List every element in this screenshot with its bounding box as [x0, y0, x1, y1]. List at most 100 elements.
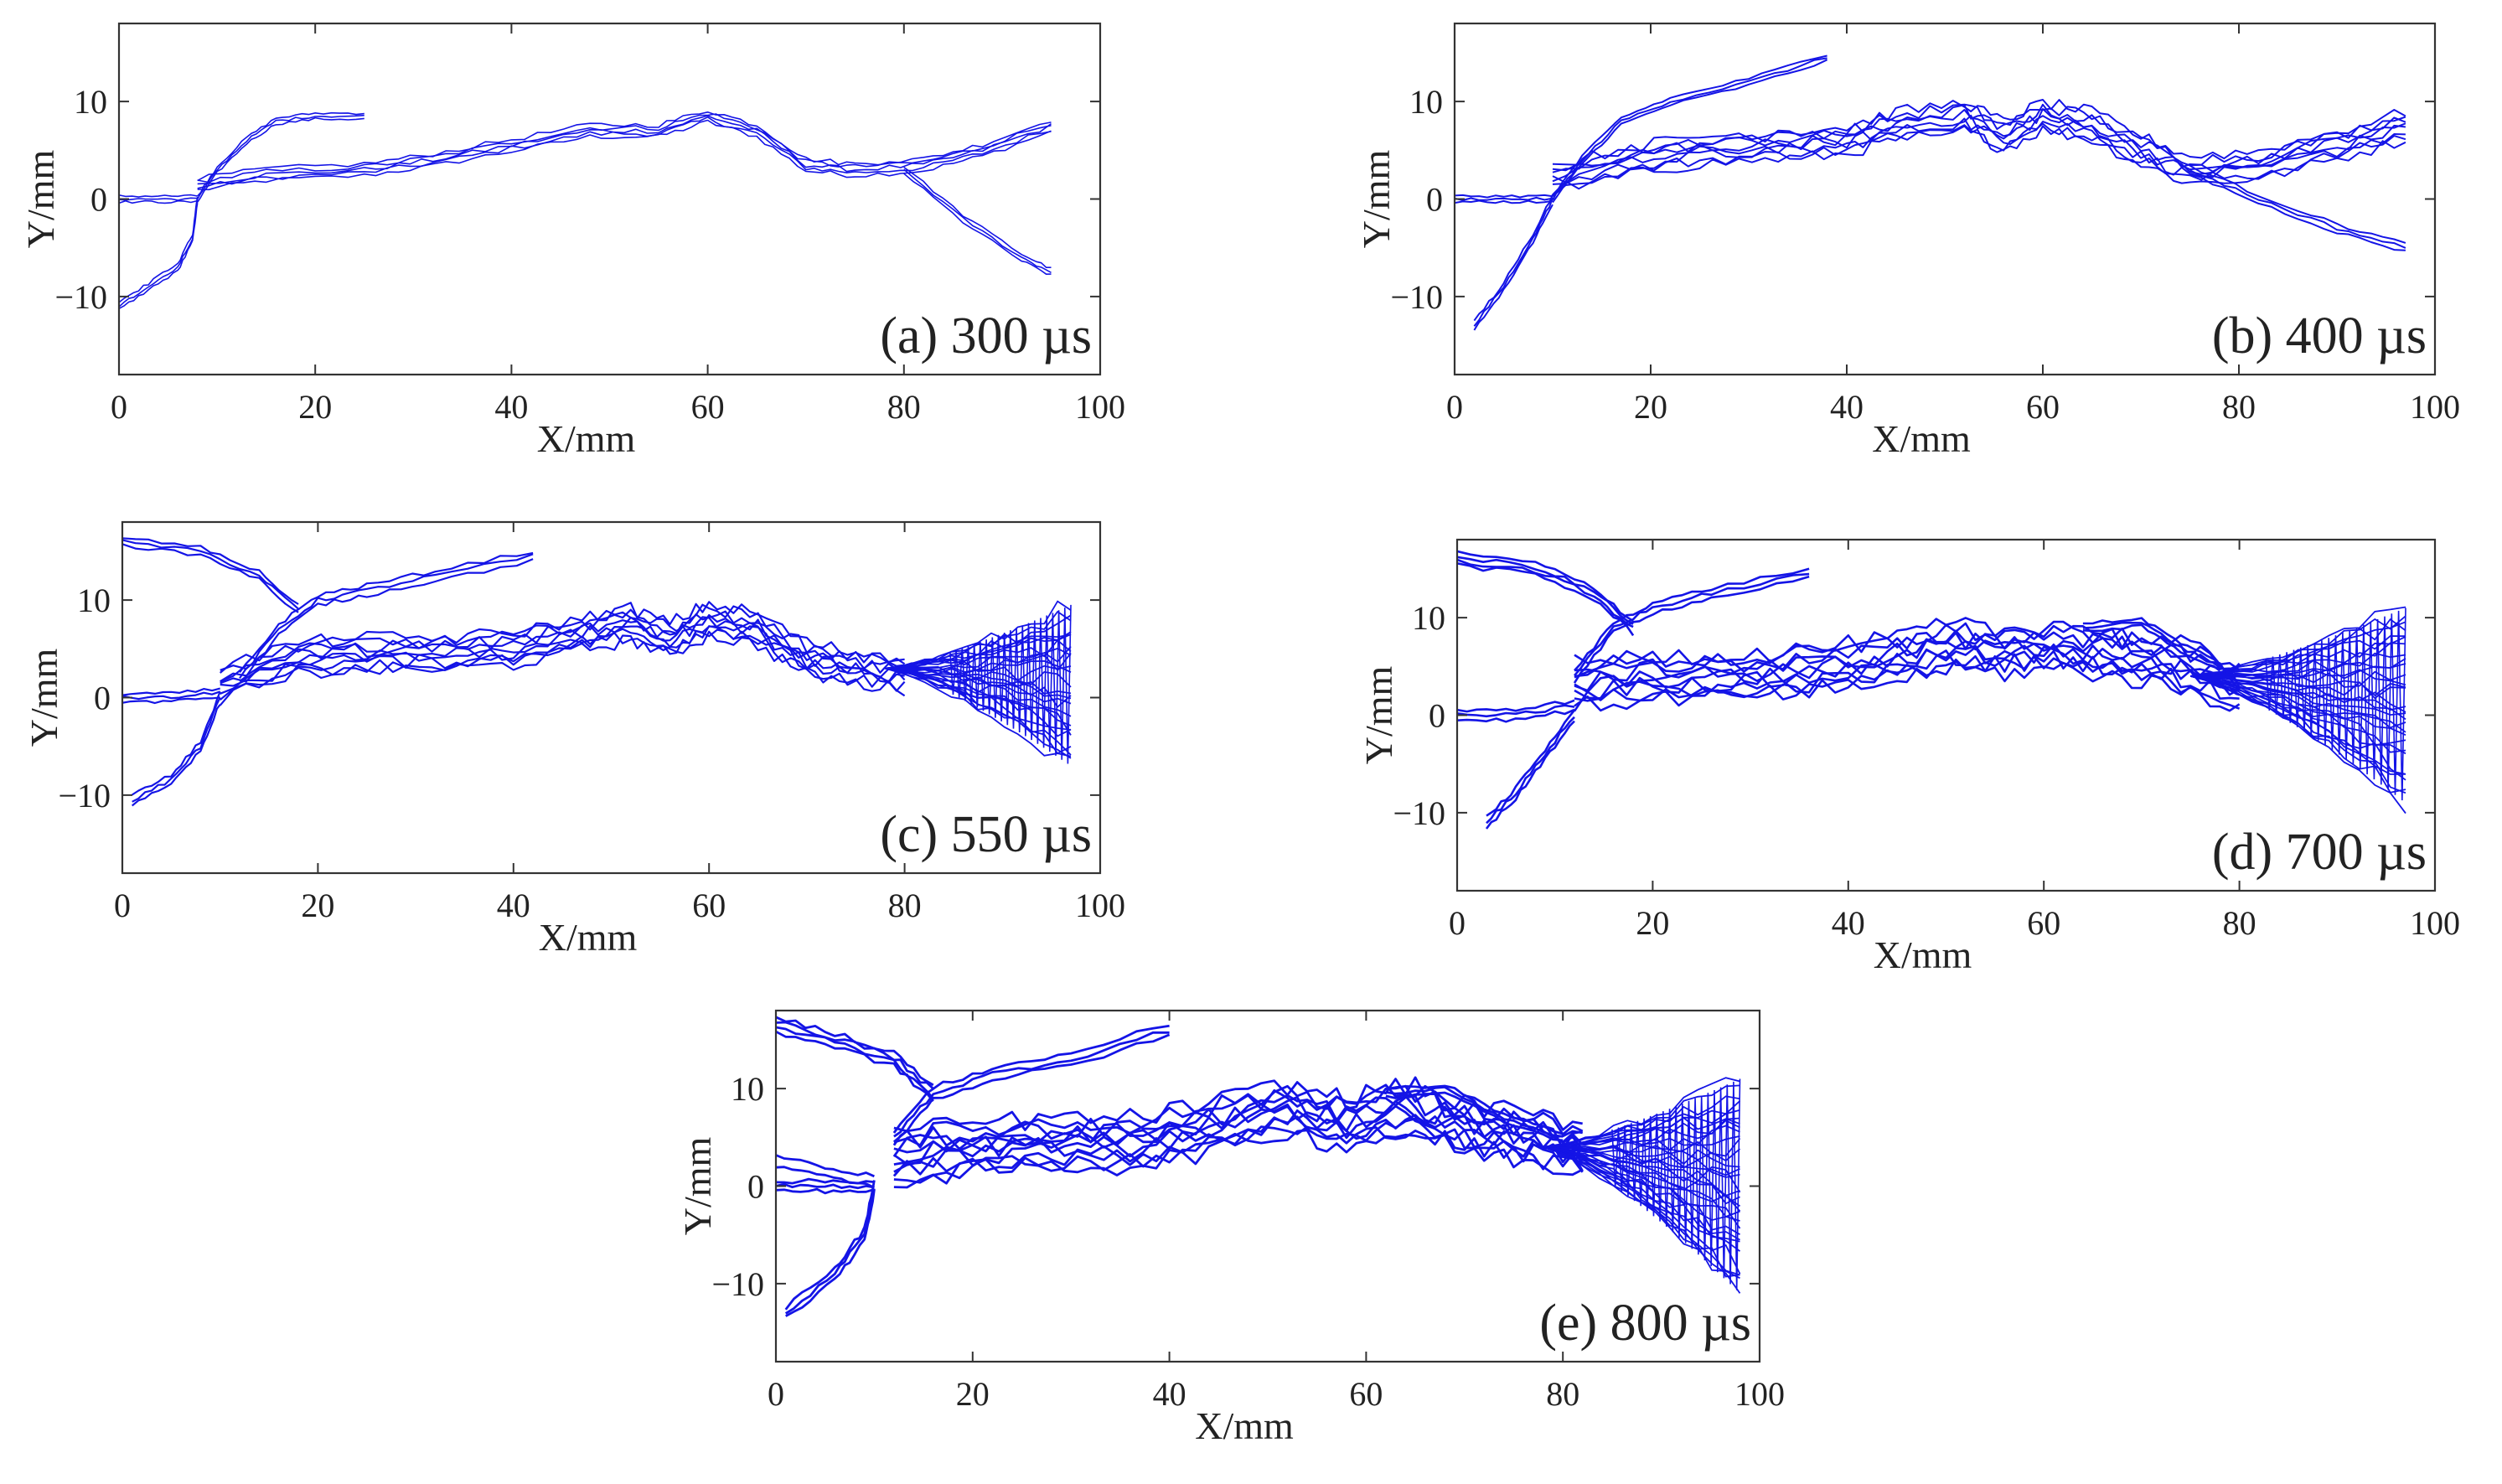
series-line	[1552, 117, 2406, 185]
series-line	[776, 1021, 934, 1090]
series-line	[119, 198, 199, 308]
series-line	[1552, 59, 1828, 204]
fan-line	[2190, 675, 2406, 716]
series-line	[197, 114, 364, 200]
series-line	[893, 1100, 1584, 1166]
series-line	[892, 1033, 1171, 1146]
series-line	[219, 601, 906, 674]
series-line	[893, 1076, 1583, 1133]
series-line	[1573, 575, 1810, 684]
series-line	[1552, 108, 2406, 183]
x-tick-label: 20	[1634, 388, 1667, 426]
y-tick-label: 10	[77, 582, 111, 619]
series-line	[197, 119, 1052, 191]
fan-line	[885, 667, 1072, 758]
fan-fill-line	[949, 604, 1072, 764]
series-upper-right-loop	[1385, 1084, 1564, 1142]
series-left-mid-branch	[776, 1154, 876, 1189]
series-main-channel	[197, 111, 1052, 191]
series-line	[119, 196, 199, 303]
series-line	[2189, 164, 2406, 244]
y-tick-label: 0	[747, 1168, 764, 1206]
series-line	[197, 113, 1052, 184]
x-tick-label: 20	[298, 388, 332, 426]
series-line	[784, 1180, 876, 1311]
series-line	[1457, 704, 1575, 718]
series-line	[776, 1016, 934, 1087]
series-line	[220, 620, 906, 695]
series-line	[893, 1129, 1584, 1189]
y-tick-label: 0	[94, 680, 111, 717]
series-line	[132, 697, 221, 803]
y-tick-label: 10	[731, 1070, 764, 1108]
x-tick-label: 40	[1832, 904, 1865, 942]
series-line	[1574, 617, 2241, 671]
x-tick-label: 0	[768, 1375, 784, 1413]
x-tick-label: 80	[887, 388, 921, 426]
plot-area	[776, 1016, 1741, 1317]
series-main-channel	[892, 1076, 1584, 1189]
series-left-entry	[1455, 194, 1553, 204]
fan-line	[885, 610, 1072, 670]
fan-fill-line	[2265, 608, 2406, 801]
x-tick-label: 20	[301, 887, 334, 924]
series-line	[132, 704, 221, 807]
series-line	[893, 1031, 1170, 1138]
x-axis-label: X/mm	[539, 916, 638, 959]
series-line	[122, 537, 299, 605]
series-line	[1486, 709, 1576, 817]
x-tick-label: 0	[111, 388, 127, 426]
series-lower-left-branch	[119, 196, 199, 310]
series-line	[1385, 1086, 1564, 1138]
x-axis-label: X/mm	[1872, 417, 1971, 460]
series-line	[119, 199, 198, 204]
series-line	[1473, 204, 1553, 331]
plot-area	[1457, 550, 2406, 830]
series-line	[197, 111, 1052, 182]
series-line	[1552, 122, 2406, 196]
series-line	[776, 1154, 875, 1178]
y-axis-label: Y/mm	[1357, 666, 1400, 765]
series-line	[122, 539, 299, 610]
x-tick-label: 60	[1349, 1375, 1383, 1413]
x-tick-label: 20	[1636, 904, 1669, 942]
series-line	[893, 1109, 1584, 1173]
series-line	[122, 696, 220, 705]
series-line	[1552, 114, 2406, 184]
series-line	[1552, 54, 1827, 197]
series-line	[1457, 708, 1575, 723]
x-tick-label: 100	[2410, 904, 2460, 942]
series-line	[1455, 194, 1553, 199]
x-tick-label: 60	[692, 887, 726, 924]
series-line	[903, 173, 1052, 275]
series-line	[903, 166, 1052, 268]
series-line	[220, 613, 905, 683]
chart-panel-a: 0 20 40 60 80 100 −10 0 10 X/mm Y/mm (a) 300 µs	[19, 22, 1125, 460]
panel-label: (b) 400 µs	[2212, 308, 2427, 365]
series-line	[197, 116, 1052, 189]
series-line	[776, 1166, 876, 1189]
x-tick-label: 40	[497, 887, 530, 924]
series-line	[119, 194, 198, 198]
y-tick-label: 10	[1412, 599, 1445, 637]
series-upper-left-branch	[197, 111, 364, 203]
fan-fill-line	[1611, 1078, 1741, 1290]
series-line	[1574, 645, 2241, 700]
fan-line	[885, 667, 1072, 695]
x-tick-label: 60	[2027, 904, 2060, 942]
fan-region	[885, 600, 1072, 764]
x-tick-label: 60	[2026, 388, 2060, 426]
y-tick-label: −10	[58, 777, 111, 814]
series-line	[1385, 1084, 1564, 1135]
fan-line	[2190, 606, 2406, 677]
series-lower-right-branch	[2189, 164, 2406, 251]
series-line	[1473, 194, 1553, 322]
fan-line	[1543, 1077, 1740, 1148]
series-main-channel	[219, 601, 906, 706]
x-tick-label: 0	[1446, 388, 1463, 426]
series-line	[892, 1084, 1583, 1149]
series-line	[197, 111, 364, 197]
y-axis-label: Y/mm	[1355, 150, 1398, 249]
series-lower-left-branch	[1473, 194, 1553, 331]
